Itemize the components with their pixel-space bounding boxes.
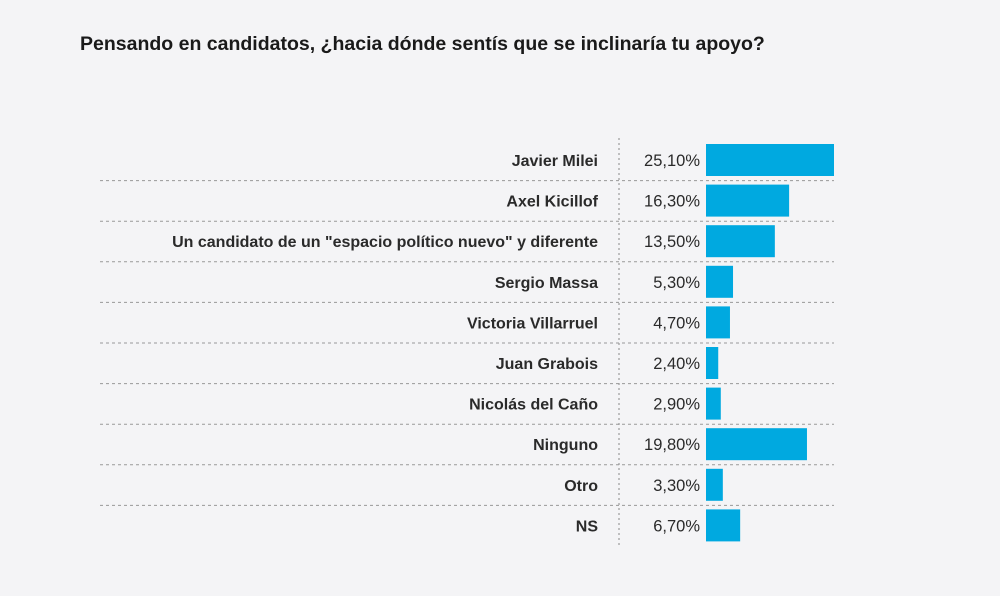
chart-title: Pensando en candidatos, ¿hacia dónde sen… (80, 33, 765, 55)
value-label: 6,70% (653, 517, 700, 535)
bar (706, 468, 723, 501)
value-label: 19,80% (644, 436, 700, 454)
bar (706, 265, 734, 298)
bar (706, 225, 775, 258)
value-label: 16,30% (644, 193, 700, 211)
category-label: Victoria Villarruel (467, 315, 598, 332)
category-label: Sergio Massa (495, 275, 598, 292)
value-label: 25,10% (644, 152, 700, 170)
category-label: Un candidato de un "espacio político nue… (172, 234, 598, 251)
bar (706, 144, 834, 176)
category-label: Nicolás del Caño (469, 397, 598, 414)
category-label: Axel Kicillof (506, 194, 598, 211)
bar (706, 184, 790, 217)
category-label: Juan Grabois (496, 356, 598, 373)
bar (706, 509, 741, 542)
value-label: 2,40% (653, 355, 700, 373)
value-label: 2,90% (653, 396, 700, 414)
value-label: 3,30% (653, 477, 700, 495)
value-label: 4,70% (653, 314, 700, 332)
category-label: Javier Milei (512, 153, 598, 170)
value-label: 13,50% (644, 233, 700, 251)
category-label: Otro (564, 478, 598, 495)
bar (706, 347, 719, 379)
bar (706, 306, 730, 339)
category-label: Ninguno (533, 437, 598, 454)
bar (706, 387, 721, 420)
value-label: 5,30% (653, 274, 700, 292)
bar (706, 428, 807, 461)
category-label: NS (576, 518, 599, 535)
